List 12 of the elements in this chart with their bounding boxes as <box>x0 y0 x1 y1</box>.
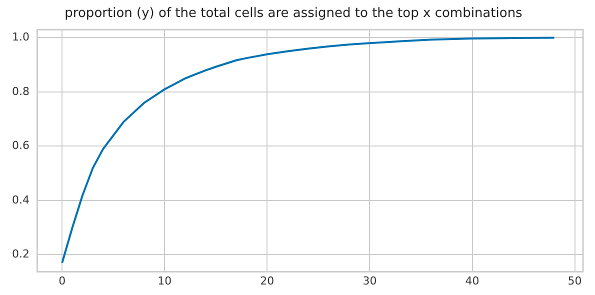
x-tick-label: 30 <box>362 274 377 288</box>
x-tick-label: 50 <box>568 274 582 288</box>
y-tick-label: 0.6 <box>12 139 30 152</box>
x-tick-label: 20 <box>260 274 274 288</box>
y-tick-label: 0.2 <box>12 248 30 261</box>
y-tick-label: 1.0 <box>12 30 30 44</box>
y-tick-label: 0.4 <box>12 193 30 206</box>
y-tick-label: 0.8 <box>12 84 30 98</box>
x-tick-label: 10 <box>158 274 172 288</box>
x-tick-label: 0 <box>58 274 66 288</box>
chart-title: proportion (y) of the total cells are assigned to the top x combinations <box>64 6 523 22</box>
x-tick-label: 40 <box>465 274 480 288</box>
